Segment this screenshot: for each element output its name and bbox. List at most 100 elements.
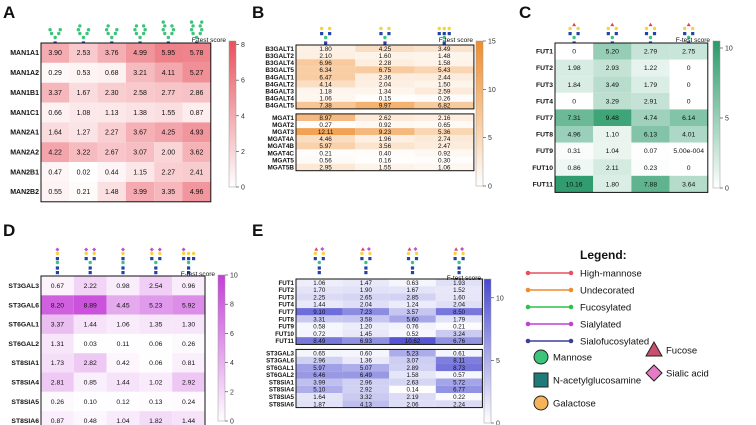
- galactose-icon: [447, 26, 451, 31]
- heatmap-cell: [73, 391, 107, 412]
- glcnac-icon: [55, 257, 59, 261]
- heatmap-cell: [631, 142, 670, 160]
- sialic-acid-icon: [460, 247, 465, 251]
- glycan-structure-icon: [406, 247, 419, 275]
- cell-value: 3.37: [51, 322, 64, 329]
- heatmap-cell: [631, 59, 670, 77]
- sialic-acid-icon: [149, 247, 154, 252]
- cell-value: 3.22: [77, 149, 91, 156]
- cell-value: 4.96: [567, 132, 580, 139]
- glcnac-icon: [414, 257, 419, 261]
- cell-value: 1.24: [406, 302, 419, 309]
- row-label: B4GALT3: [265, 88, 294, 95]
- heatmap-cell: [414, 94, 474, 102]
- sialic-acid-icon: [92, 247, 97, 252]
- legend-line-label: Sialylated: [580, 320, 621, 331]
- galactose-icon: [360, 251, 364, 256]
- mannose-icon: [364, 260, 368, 265]
- glcnac-icon: [317, 271, 321, 275]
- heatmap-cell: [172, 314, 205, 334]
- cell-value: 0.27: [319, 122, 332, 129]
- heatmap-cell: [342, 371, 390, 379]
- cell-value: 1.67: [406, 287, 419, 294]
- heatmap-cell: [414, 66, 474, 74]
- heatmap-cell: [342, 378, 390, 386]
- heatmap-cell: [41, 82, 70, 103]
- heatmap-cell: [389, 322, 436, 330]
- cell-value: 0.07: [644, 148, 657, 155]
- colorbar-tick-label: 2: [241, 149, 245, 156]
- heatmap-cell: [555, 92, 594, 110]
- cell-value: 0: [572, 49, 576, 56]
- mannose-icon: [457, 260, 461, 265]
- heatmap-cell: [355, 149, 415, 157]
- cell-value: 0.10: [84, 399, 97, 406]
- heatmap-cell: [296, 156, 356, 164]
- heatmap-cell: [154, 162, 183, 182]
- cell-value: 0.16: [379, 157, 392, 164]
- legend-line-marker: [525, 270, 531, 276]
- cell-value: 0.26: [182, 341, 195, 348]
- glcnac-icon: [360, 257, 364, 261]
- cell-value: 0.48: [84, 418, 97, 425]
- heatmap-cell: [389, 300, 436, 309]
- heatmap-cell: [69, 162, 98, 182]
- cell-value: 0.13: [149, 399, 162, 406]
- row-label: MGAT3: [272, 129, 294, 136]
- glcnac-icon: [328, 32, 332, 36]
- heatmap-cell: [355, 73, 415, 81]
- heatmap-cell: [414, 80, 474, 88]
- cell-value: 0.55: [48, 189, 62, 196]
- colorbar-title: F-test score: [676, 37, 711, 44]
- heatmap-cell: [631, 159, 670, 176]
- cell-value: 0.03: [84, 341, 97, 348]
- heatmap-cell: [41, 295, 74, 315]
- heatmap-cell: [435, 371, 483, 379]
- panel-label: B: [252, 3, 264, 22]
- row-label: ST3GAL6: [266, 358, 294, 365]
- heatmap-cell: [593, 76, 632, 93]
- cell-value: 6.76: [453, 338, 466, 345]
- colorbar: [228, 40, 237, 188]
- heatmap-cell: [182, 122, 211, 143]
- cell-value: 2.27: [105, 130, 119, 137]
- cell-value: 0.29: [48, 70, 62, 77]
- row-label: MAN1B1: [10, 90, 39, 97]
- cell-value: 2.53: [77, 50, 91, 57]
- legend-line-label: High-mannose: [580, 269, 642, 280]
- cell-value: 0.68: [105, 70, 119, 77]
- glcnac-icon: [447, 32, 451, 36]
- heatmap-cell: [41, 142, 70, 163]
- heatmap-border: [295, 113, 475, 172]
- heatmap-cell: [435, 279, 483, 287]
- mannose-icon: [106, 31, 110, 36]
- glcnac-icon: [92, 257, 96, 261]
- heatmap-cell: [296, 163, 356, 171]
- mannose-icon: [78, 24, 82, 28]
- glcnac-icon: [321, 257, 325, 261]
- heatmap-cell: [355, 94, 415, 102]
- cell-value: 3.07: [406, 358, 419, 365]
- cell-value: 1.06: [438, 164, 451, 171]
- heatmap-cell: [389, 315, 436, 323]
- cell-value: 3.58: [360, 316, 373, 323]
- cell-value: 2.67: [105, 149, 119, 156]
- cell-value: 2.06: [406, 401, 419, 408]
- cell-value: 0.66: [48, 110, 62, 117]
- heatmap-cell: [154, 181, 183, 202]
- row-label: FUT7: [279, 309, 295, 316]
- row-label: ST8SIA4: [11, 379, 39, 386]
- cell-value: 3.57: [406, 309, 419, 316]
- panel-label: C: [519, 3, 531, 22]
- panel-d: D ST3GAL3 0.67 2.22 0.98 2.54 0.96 ST3GAL6 8.20 8…: [3, 221, 238, 425]
- heatmap-cell: [73, 333, 107, 354]
- cell-value: 4.46: [319, 136, 332, 143]
- cell-value: 1.47: [360, 280, 373, 287]
- heatmap-border: [40, 42, 212, 203]
- cell-value: 1.84: [567, 82, 580, 89]
- glcnac-icon: [158, 257, 162, 261]
- colorbar-tick-label: 10: [496, 295, 504, 302]
- galactose-icon: [406, 251, 411, 256]
- galactose-icon: [453, 251, 457, 256]
- legend-galactose-icon: [533, 395, 549, 411]
